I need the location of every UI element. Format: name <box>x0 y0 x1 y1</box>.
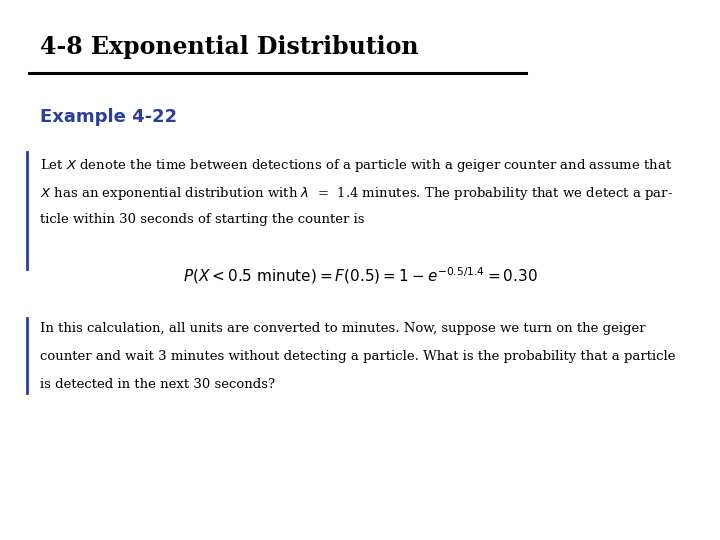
Text: $P(X < 0.5 \ \mathrm{minute}) = F(0.5) = 1 - e^{-0.5/1.4} = 0.30$: $P(X < 0.5 \ \mathrm{minute}) = F(0.5) =… <box>183 265 537 286</box>
Text: counter and wait 3 minutes without detecting a particle. What is the probability: counter and wait 3 minutes without detec… <box>40 350 675 363</box>
Text: Let $X$ denote the time between detections of a particle with a geiger counter a: Let $X$ denote the time between detectio… <box>40 157 672 173</box>
Text: ticle within 30 seconds of starting the counter is: ticle within 30 seconds of starting the … <box>40 213 364 226</box>
Text: 4-8 Exponential Distribution: 4-8 Exponential Distribution <box>40 35 418 59</box>
Text: Example 4-22: Example 4-22 <box>40 108 176 126</box>
Text: is detected in the next 30 seconds?: is detected in the next 30 seconds? <box>40 378 275 391</box>
Text: In this calculation, all units are converted to minutes. Now, suppose we turn on: In this calculation, all units are conve… <box>40 322 645 335</box>
Text: $X$ has an exponential distribution with $\lambda$  =  1.4 minutes. The probabil: $X$ has an exponential distribution with… <box>40 185 672 201</box>
